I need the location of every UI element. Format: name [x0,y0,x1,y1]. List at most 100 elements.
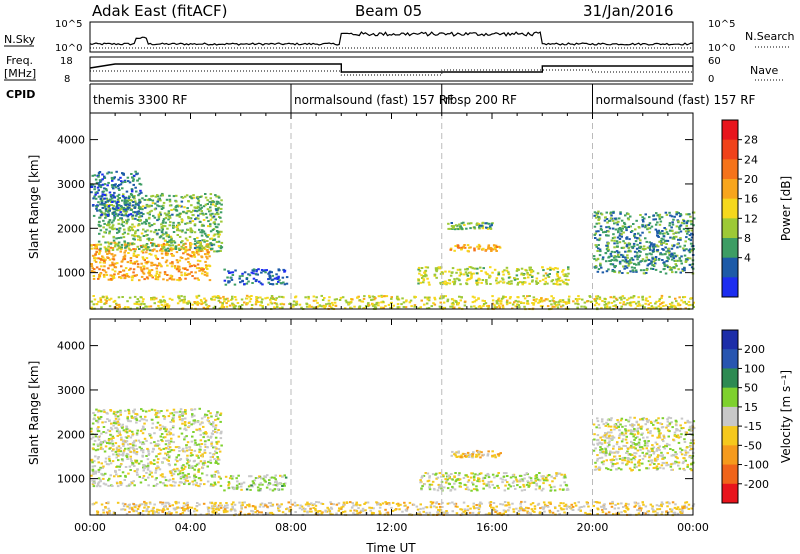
scatter-cell [129,261,133,264]
scatter-cell [590,300,593,303]
scatter-cell [219,437,223,440]
scatter-cell [670,258,674,261]
scatter-cell [128,269,131,271]
scatter-cell [504,296,507,298]
scatter-cell [122,210,125,213]
scatter-cell [419,281,422,284]
scatter-cell [129,436,133,439]
scatter-cell [266,296,269,299]
scatter-cell [115,449,119,452]
scatter-cell [145,276,149,279]
scatter-cell [160,303,164,306]
scatter-cell [127,199,130,202]
scatter-cell [644,248,647,250]
scatter-cell [113,191,116,194]
scatter-cell [155,297,158,300]
scatter-cell [94,472,97,475]
scatter-cell [550,475,553,478]
scatter-cell [662,241,665,244]
scatter-cell [459,227,462,230]
scatter-cell [203,297,206,300]
scatter-cell [633,234,636,237]
scatter-cell [126,415,129,418]
scatter-cell [213,305,217,308]
scatter-cell [650,422,653,424]
scatter-cell [176,205,180,208]
scatter-cell [444,295,447,298]
scatter-cell [390,296,393,299]
scatter-cell [178,235,182,238]
scatter-cell [133,262,137,265]
scatter-cell [652,248,655,251]
scatter-cell [282,281,285,284]
scatter-cell [135,190,138,193]
scatter-cell [489,227,493,230]
scatter-cell [99,299,103,301]
scatter-cell [198,244,201,247]
scatter-cell [213,458,216,461]
scatter-cell [468,246,471,249]
scatter-cell [535,298,538,301]
scatter-cell [475,453,478,456]
scatter-cell [482,453,485,456]
scatter-cell [629,303,632,306]
power-scatter-layer [90,170,696,311]
scatter-cell [111,274,114,277]
scatter-cell [654,223,658,226]
scatter-cell [444,481,448,484]
scatter-cell [183,300,186,302]
scatter-cell [608,227,612,230]
scatter-cell [105,189,108,192]
scatter-cell [616,242,619,245]
scatter-cell [193,421,197,424]
scatter-cell [186,268,189,271]
scatter-cell [108,430,112,433]
nsky-tick-bottom: 10^0 [55,43,82,54]
scatter-cell [129,213,133,216]
scatter-cell [558,279,562,282]
scatter-cell [197,443,201,446]
scatter-cell [196,236,199,239]
scatter-cell [464,271,468,274]
scatter-cell [668,268,672,271]
scatter-cell [380,295,384,298]
scatter-cell [454,454,457,457]
scatter-cell [657,417,660,420]
scatter-cell [430,483,434,486]
scatter-cell [195,216,198,219]
scatter-cell [605,260,608,263]
scatter-cell [231,274,235,276]
scatter-cell [544,298,548,301]
scatter-cell [198,240,202,242]
scatter-cell [168,450,172,453]
scatter-cell [95,207,98,210]
scatter-cell [99,243,103,246]
scatter-cell [451,226,455,229]
scatter-cell [666,420,670,423]
scatter-cell [404,306,408,309]
scatter-cell [154,229,157,231]
scatter-cell [596,454,599,457]
scatter-cell [435,270,438,273]
scatter-cell [665,231,669,234]
scatter-cell [164,253,168,256]
scatter-cell [118,197,121,199]
scatter-cell [629,304,633,307]
scatter-cell [119,447,122,450]
scatter-cell [202,306,206,309]
scatter-cell [173,241,177,244]
scatter-cell [658,300,661,303]
scatter-cell [127,227,130,230]
scatter-cell [644,224,647,227]
scatter-cell [677,464,680,467]
scatter-cell [275,302,278,305]
scatter-cell [650,225,654,228]
scatter-cell [669,255,673,258]
scatter-cell [194,476,198,478]
scatter-cell [112,177,116,180]
scatter-cell [677,238,680,241]
scatter-cell [157,243,160,246]
scatter-cell [141,432,145,435]
scatter-cell [618,227,622,229]
scatter-cell [177,243,181,246]
